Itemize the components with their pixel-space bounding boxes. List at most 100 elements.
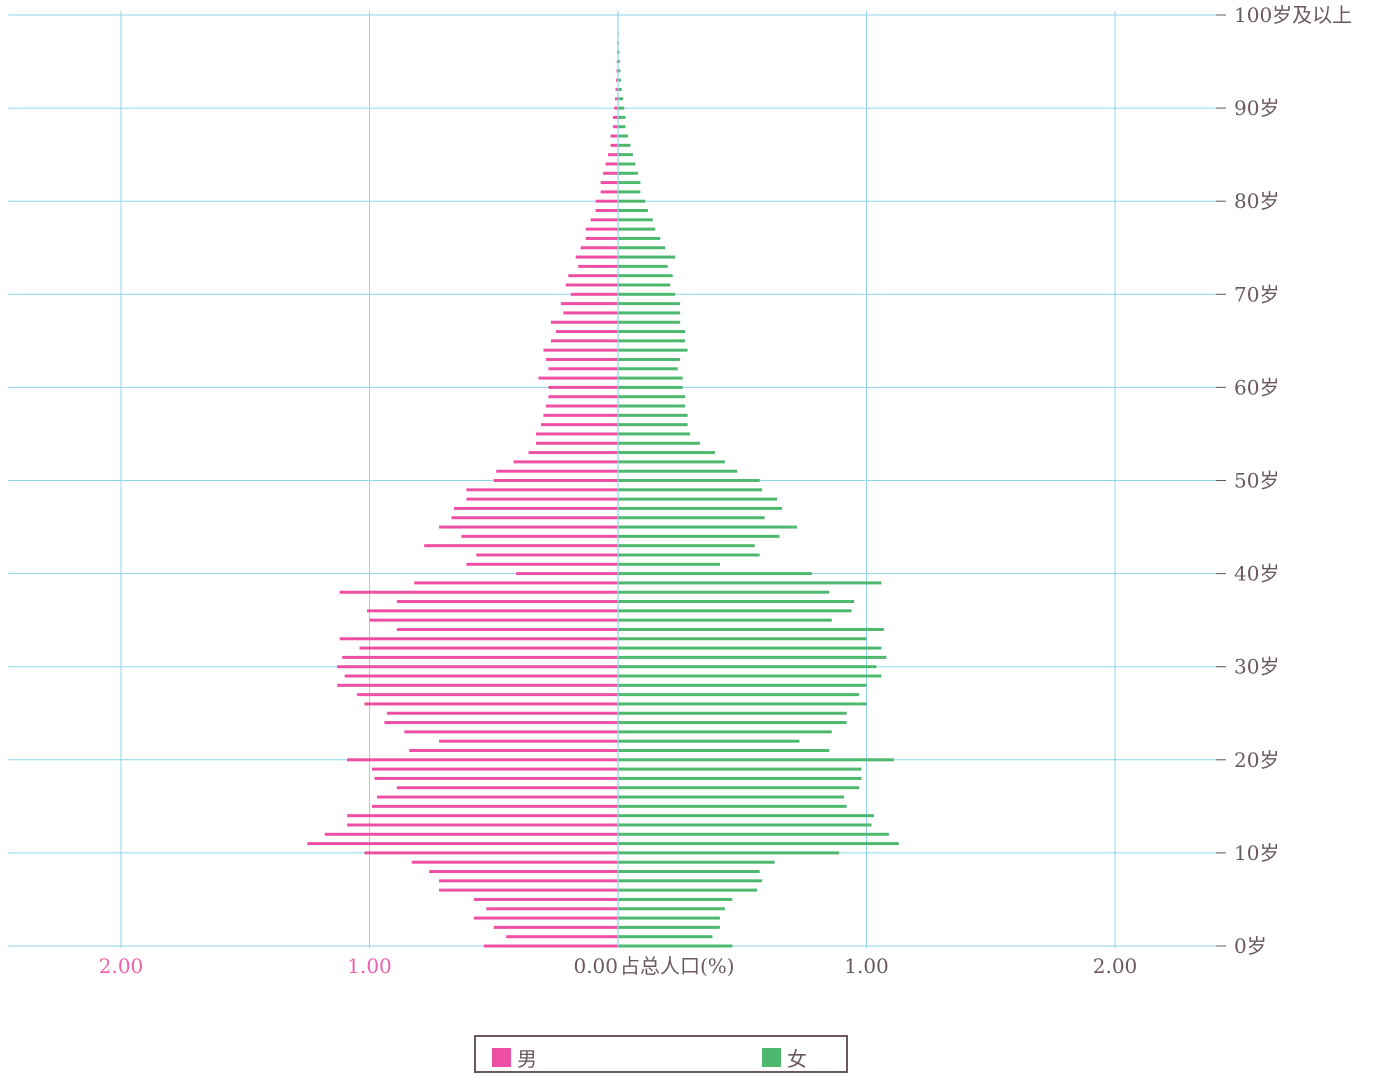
bar-male <box>483 944 618 948</box>
bar-male <box>535 441 618 445</box>
bar-male <box>473 897 618 901</box>
bar-male <box>414 581 618 585</box>
bar-female <box>618 153 633 157</box>
bar-male <box>585 236 618 240</box>
bar-male <box>307 842 618 846</box>
bar-male <box>600 190 618 194</box>
bar-female <box>618 823 872 827</box>
bar-female <box>618 851 840 855</box>
bar-male <box>535 432 618 436</box>
bar-female <box>618 600 855 604</box>
bar-female <box>618 711 847 715</box>
bar-male <box>364 702 618 706</box>
bar-male <box>610 143 618 147</box>
bar-male <box>605 162 618 166</box>
bar-male <box>424 544 618 548</box>
bar-male <box>548 385 618 389</box>
bar-male <box>496 469 618 473</box>
bar-male <box>613 125 618 129</box>
legend-label-male: 男 <box>517 1047 537 1071</box>
bar-male <box>608 153 618 157</box>
y-tick-label: 0岁 <box>1234 934 1267 958</box>
bar-female <box>618 842 899 846</box>
bar-male <box>396 786 618 790</box>
bar-male <box>339 590 618 594</box>
bar-male <box>404 730 618 734</box>
bar-female <box>618 69 621 73</box>
bar-female <box>618 441 701 445</box>
bar-female <box>618 385 683 389</box>
bar-male <box>367 609 618 613</box>
bar-female <box>618 125 626 129</box>
legend-item-female: 女 <box>762 1043 807 1072</box>
bar-female <box>618 143 631 147</box>
bar-female <box>618 860 775 864</box>
bar-male <box>575 255 618 259</box>
bar-female <box>618 469 738 473</box>
legend: 男 女 <box>474 1035 848 1073</box>
bar-male <box>550 339 618 343</box>
bar-female <box>618 376 683 380</box>
bar-female <box>618 590 830 594</box>
x-tick-label: 2.00 <box>1093 954 1138 978</box>
bar-male <box>347 823 618 827</box>
bar-male <box>595 199 618 203</box>
bar-female <box>618 50 620 54</box>
bar-male <box>347 758 618 762</box>
bar-male <box>451 516 618 520</box>
y-tick-label: 40岁 <box>1234 562 1279 586</box>
bar-female <box>618 348 688 352</box>
bar-male <box>324 832 618 836</box>
bar-female <box>618 944 733 948</box>
bar-female <box>618 134 628 138</box>
bar-female <box>618 302 681 306</box>
x-tick-label: 1.00 <box>347 954 392 978</box>
bar-male <box>409 748 618 752</box>
bar-female <box>618 506 783 510</box>
bar-male <box>548 367 618 371</box>
bar-female <box>618 655 887 659</box>
bar-female <box>618 814 874 818</box>
bar-female <box>618 78 621 82</box>
bar-male <box>545 357 618 361</box>
bar-female <box>618 870 760 874</box>
bar-male <box>550 320 618 324</box>
bar-female <box>618 292 676 296</box>
bar-male <box>613 115 618 119</box>
bar-female <box>618 916 720 920</box>
y-tick-label: 60岁 <box>1234 375 1279 399</box>
bar-male <box>585 227 618 231</box>
bar-male <box>543 348 618 352</box>
bar-male <box>439 879 618 883</box>
bar-male <box>411 860 618 864</box>
bar-male <box>578 264 618 268</box>
bar-female <box>618 739 800 743</box>
bar-male <box>540 423 618 427</box>
bar-male <box>384 721 618 725</box>
bar-male <box>344 674 618 678</box>
bar-female <box>618 776 862 780</box>
bar-male <box>476 553 618 557</box>
bar-female <box>618 339 686 343</box>
bar-female <box>618 497 778 501</box>
bar-female <box>618 171 638 175</box>
bar-female <box>618 702 867 706</box>
bar-male <box>357 693 618 697</box>
bar-male <box>396 627 618 631</box>
bar-female <box>618 581 882 585</box>
bar-female <box>618 423 688 427</box>
bar-male <box>615 97 618 101</box>
bar-male <box>543 413 618 417</box>
bar-female <box>618 115 626 119</box>
bar-female <box>618 227 656 231</box>
bar-female <box>618 804 847 808</box>
bar-male <box>580 246 618 250</box>
bar-male <box>493 925 618 929</box>
bar-female <box>618 181 641 185</box>
bar-female <box>618 236 661 240</box>
y-tick-label: 80岁 <box>1234 189 1279 213</box>
bar-male <box>610 134 618 138</box>
bar-female <box>618 609 852 613</box>
bar-female <box>618 516 765 520</box>
y-tick-label: 90岁 <box>1234 96 1279 120</box>
